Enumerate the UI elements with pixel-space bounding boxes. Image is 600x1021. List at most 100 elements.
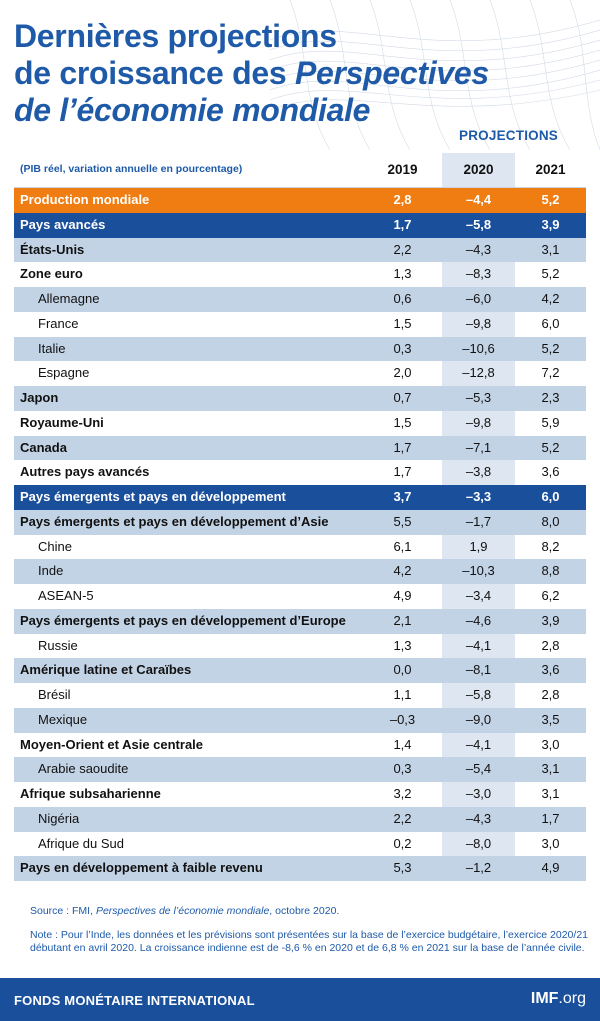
table-row: Nigéria 2,2 –4,3 1,7 [14,806,586,832]
cell-2020: –9,8 [465,414,492,430]
wave-mesh-decoration [270,0,600,150]
cell-2019: 5,3 [393,860,412,876]
row-label: Inde [38,563,64,579]
cell-2021: 3,1 [541,241,560,257]
table-row: Pays émergents et pays en développement … [14,608,586,634]
table-row: Afrique subsaharienne 3,2 –3,0 3,1 [14,782,586,807]
table-row: Brésil 1,1 –5,8 2,8 [14,683,586,708]
cell-2019: 1,7 [393,439,412,455]
cell-2019: 1,1 [393,687,412,702]
cell-2019: 4,2 [393,563,412,579]
cell-2021: 3,1 [541,761,560,777]
cell-2021: 1,7 [541,810,560,826]
cell-2019: 2,2 [393,810,412,826]
projections-label: PROJECTIONS [459,128,558,143]
row-label: Royaume-Uni [20,414,104,430]
source-note: Source : FMI, Perspectives de l’économie… [30,905,339,917]
cell-2019: 2,8 [393,192,412,207]
cell-2019: 0,6 [393,291,412,306]
cell-2021: 3,5 [541,711,560,727]
cell-2021: 4,2 [541,291,560,306]
cell-2021: 2,8 [541,637,560,653]
table-row: Moyen-Orient et Asie centrale 1,4 –4,1 3,0 [14,733,586,758]
website-link[interactable]: IMF.org [531,990,586,1008]
table-row: Autres pays avancés 1,7 –3,8 3,6 [14,460,586,485]
table-row: Pays émergents et pays en développement 3… [14,485,586,510]
table-row: Afrique du Sud 0,2 –8,0 3,0 [14,832,586,857]
cell-2021: 6,0 [541,489,560,504]
table-row: Italie 0,3 –10,6 5,2 [14,336,586,362]
table-row: Pays avancés 1,7 –5,8 3,9 [14,212,586,238]
header: Dernières projections de croissance des … [0,0,600,160]
cell-2021: 5,2 [541,340,560,356]
cell-2021: 4,9 [541,860,560,876]
row-label: Production mondiale [20,192,150,207]
cell-2019: 2,0 [393,365,412,381]
cell-2020: –3,0 [465,786,492,801]
cell-2020: –9,0 [465,711,492,727]
row-label: Mexique [38,711,88,727]
row-label: Pays avancés [20,216,106,232]
cell-2020: –9,8 [465,315,492,331]
cell-2020: –4,3 [465,810,492,826]
cell-2020: –4,6 [465,612,492,628]
cell-2021: 3,0 [541,736,560,752]
table-row: États-Unis 2,2 –4,3 3,1 [14,237,586,263]
title-line-3: de l’économie mondiale [14,92,371,128]
cell-2020: –10,6 [462,340,495,356]
cell-2021: 8,8 [541,563,560,579]
cell-2020: –6,0 [465,291,492,306]
row-label: Zone euro [20,266,83,282]
table-row: Amérique latine et Caraïbes 0,0 –8,1 3,6 [14,658,586,683]
cell-2021: 5,2 [541,266,560,282]
cell-2021: 3,6 [541,662,560,678]
cell-2020: –5,8 [465,216,492,232]
cell-2019: 0,7 [393,390,412,405]
year-2019-header: 2019 [387,162,418,177]
cell-2020: –3,3 [465,489,492,504]
table-row: Chine 6,1 1,9 8,2 [14,535,586,560]
cell-2020: –3,8 [465,464,492,480]
cell-2019: 1,7 [393,216,412,232]
table-header: (PIB réel, variation annuelle en pourcen… [14,153,586,188]
table-row: Mexique –0,3 –9,0 3,5 [14,707,586,733]
cell-2021: 8,0 [541,513,560,529]
cell-2020: –12,8 [462,365,495,381]
title-line-1: Dernières projections [14,18,337,54]
cell-2021: 2,3 [541,390,560,405]
row-label: Nigéria [38,810,80,826]
row-label: ASEAN-5 [38,588,94,603]
cell-2021: 3,0 [541,835,560,851]
cell-2019: 1,5 [393,315,412,331]
cell-2020: –4,1 [465,736,492,752]
site-bold: IMF [530,990,559,1007]
cell-2019: 1,5 [393,414,412,430]
cell-2020: –1,7 [465,513,492,529]
footnote: Note : Pour l’Inde, les données et les p… [30,929,588,954]
cell-2019: 0,3 [393,761,412,777]
cell-2020: –10,3 [462,563,495,579]
cell-2019: 2,2 [393,241,412,257]
footer: FONDS MONÉTAIRE INTERNATIONAL IMF.org [0,978,600,1021]
table-body: Production mondiale 2,8 –4,4 5,2 Pays avancé… [14,188,586,881]
cell-2019: 1,3 [393,637,412,653]
title-line-2: de croissance des [14,55,295,91]
cell-2019: 6,1 [393,538,412,554]
cell-2020: –4,4 [465,192,492,207]
table-row: Espagne 2,0 –12,8 7,2 [14,361,586,386]
cell-2019: 1,4 [393,736,412,752]
year-2021-header: 2021 [535,162,566,177]
cell-2020: –3,4 [465,588,492,603]
cell-2019: 3,2 [393,786,412,801]
cell-2020: –4,1 [465,637,492,653]
growth-table: (PIB réel, variation annuelle en pourcen… [14,153,586,881]
row-label: Amérique latine et Caraïbes [20,662,192,678]
cell-2021: 3,1 [541,786,560,801]
cell-2019: 4,9 [393,588,412,603]
table-row: Inde 4,2 –10,3 8,8 [14,559,586,584]
cell-2020: –5,8 [465,687,492,702]
row-label: Italie [38,340,66,356]
cell-2019: 0,3 [393,340,412,356]
cell-2021: 3,9 [541,612,560,628]
row-label: Pays émergents et pays en développement … [20,513,329,529]
